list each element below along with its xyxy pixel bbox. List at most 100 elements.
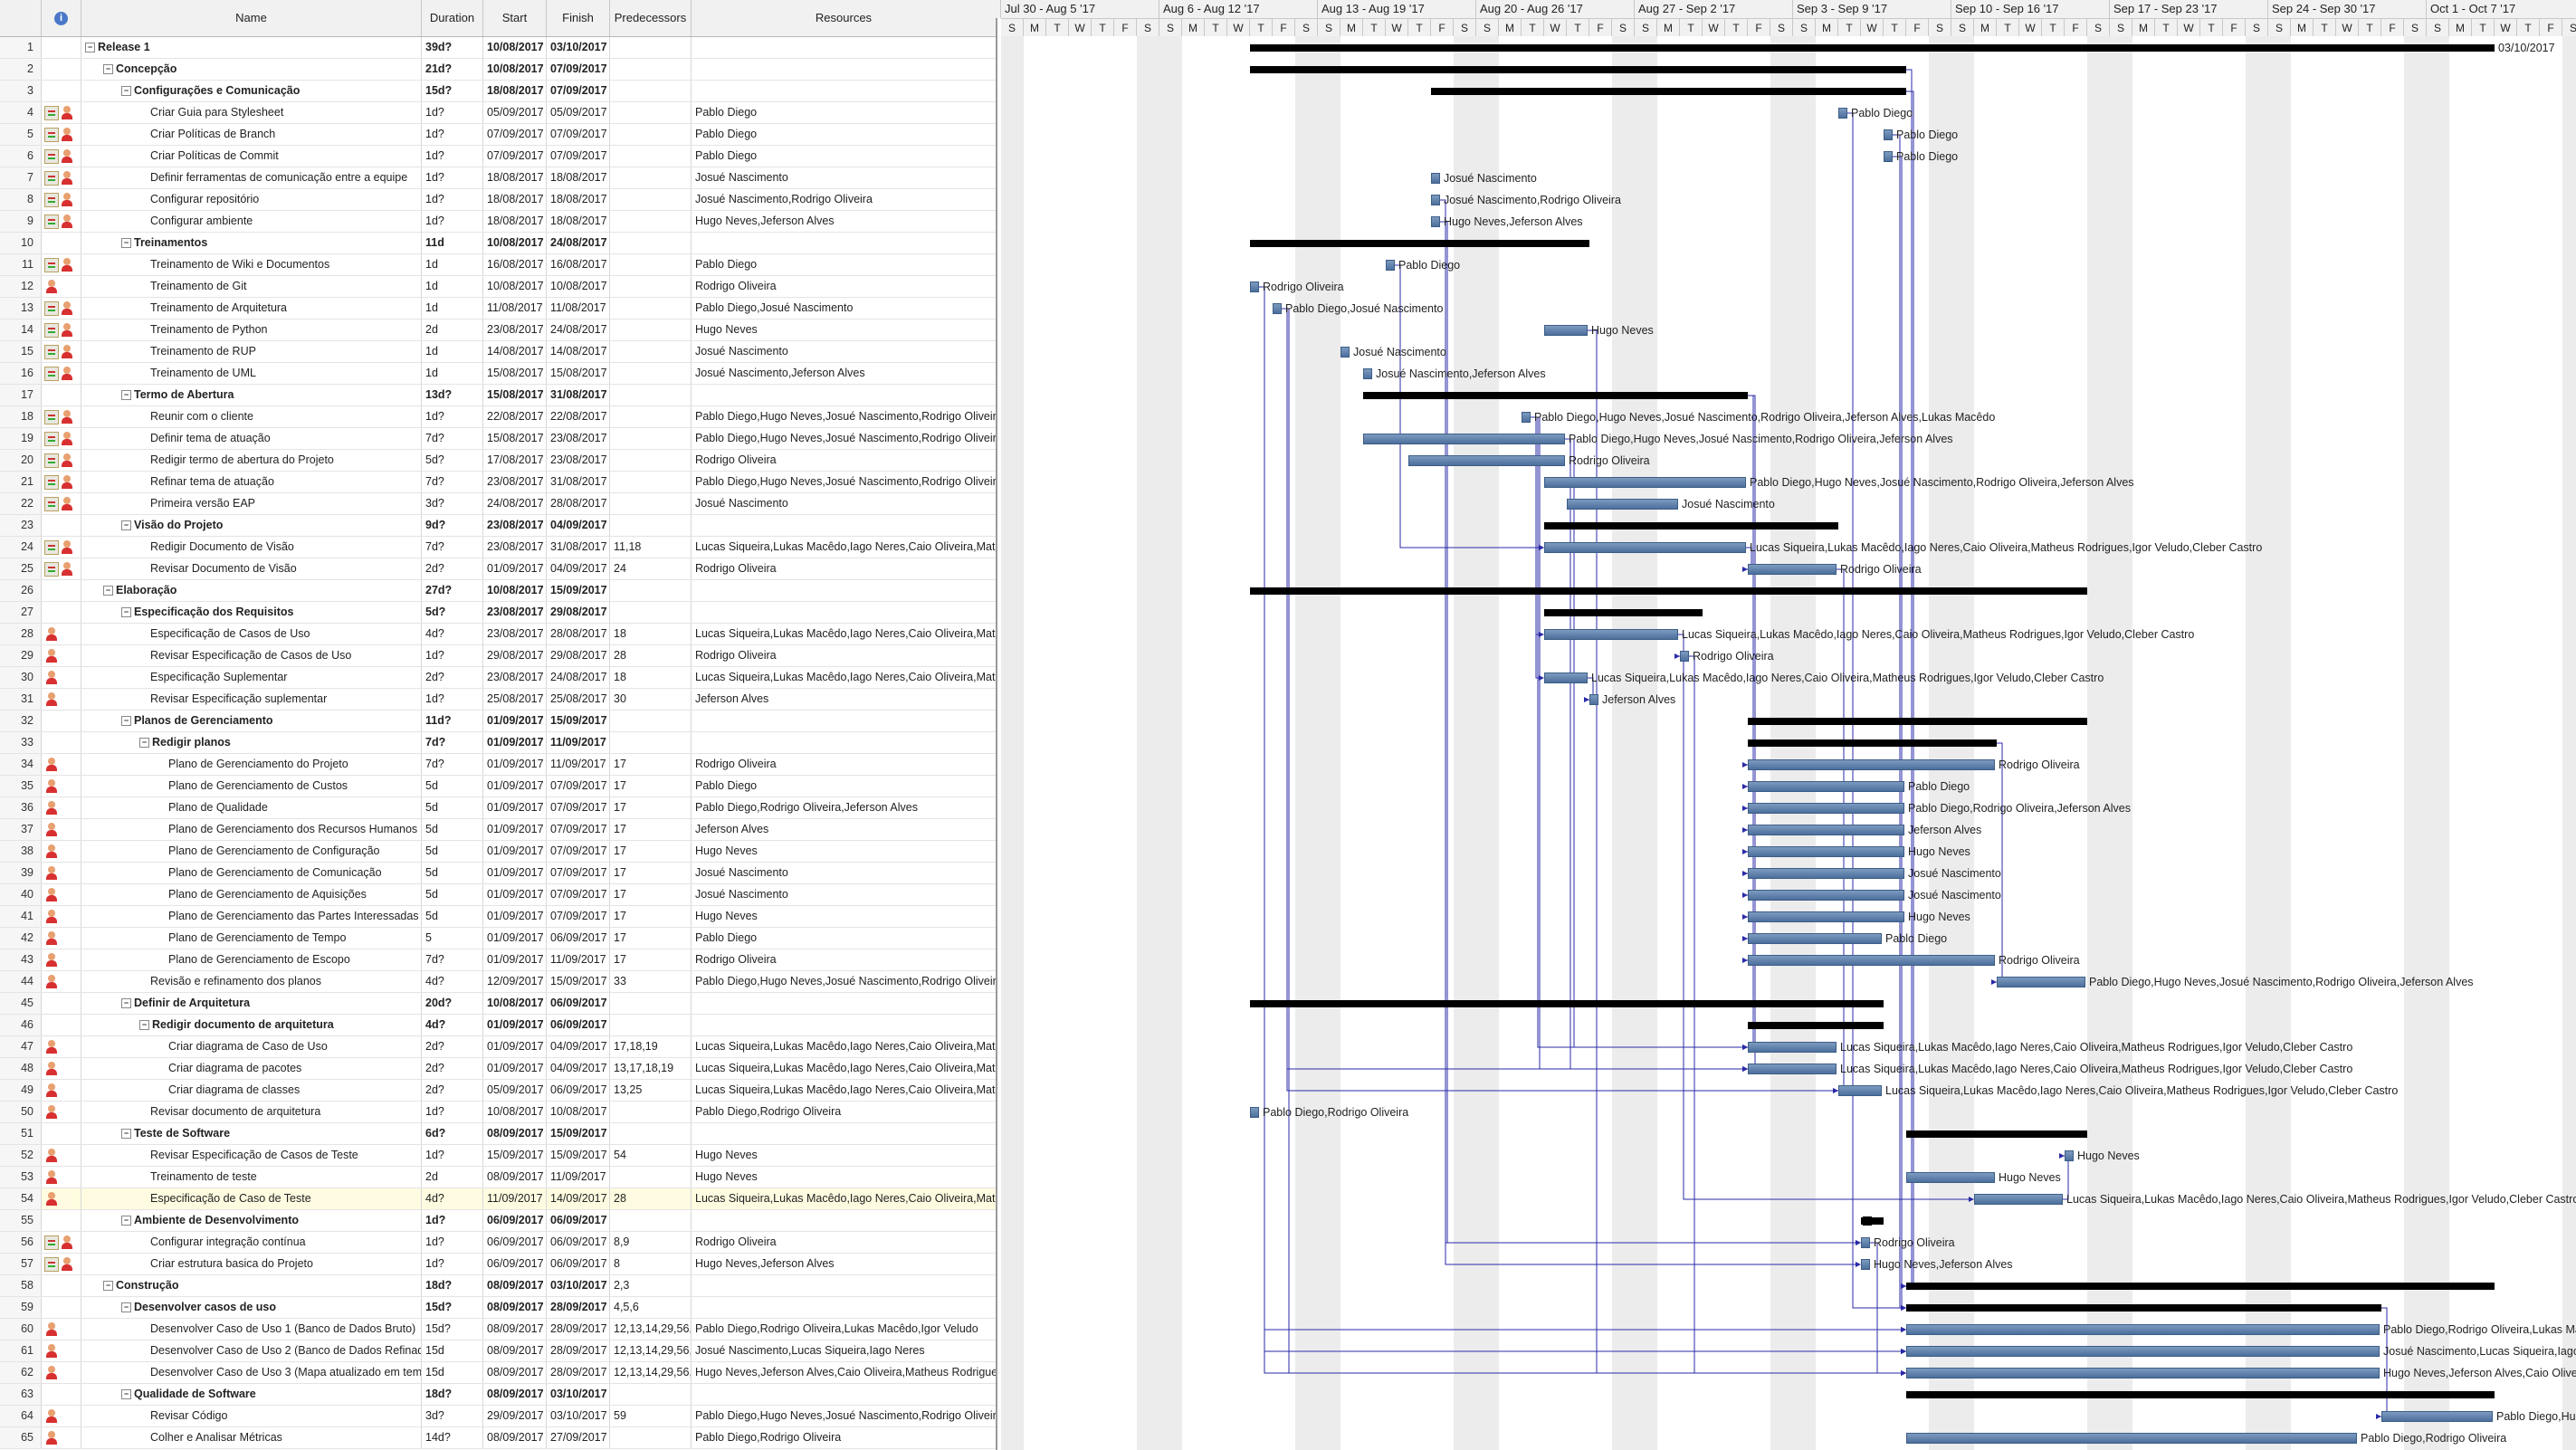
predecessors-cell[interactable] xyxy=(610,450,692,471)
task-name-cell[interactable]: Reunir com o cliente xyxy=(81,406,422,427)
task-bar[interactable] xyxy=(1522,412,1531,423)
duration-cell[interactable]: 2d? xyxy=(422,558,483,579)
task-row[interactable]: 12 Treinamento de Git 1d 10/08/2017 10/08/20… xyxy=(0,276,996,298)
resource-overallocated-icon[interactable] xyxy=(60,496,74,511)
summary-bar[interactable] xyxy=(1861,1217,1884,1225)
predecessors-cell[interactable]: 17 xyxy=(610,949,692,970)
start-cell[interactable]: 01/09/2017 xyxy=(483,841,547,862)
finish-cell[interactable]: 07/09/2017 xyxy=(547,81,610,101)
task-row[interactable]: 52 Revisar Especificação de Casos de Test… xyxy=(0,1145,996,1167)
finish-cell[interactable]: 18/08/2017 xyxy=(547,189,610,210)
indicators-cell[interactable] xyxy=(42,1210,81,1231)
note-icon[interactable] xyxy=(44,300,59,316)
resource-overallocated-icon[interactable] xyxy=(44,822,59,837)
indicators-cell[interactable] xyxy=(42,863,81,883)
predecessors-cell[interactable] xyxy=(610,254,692,275)
resource-overallocated-icon[interactable] xyxy=(60,474,74,490)
predecessors-cell[interactable] xyxy=(610,1210,692,1231)
task-row[interactable]: 31 Revisar Especificação suplementar 1d? 25… xyxy=(0,689,996,711)
task-bar[interactable] xyxy=(1250,281,1259,292)
task-row[interactable]: 20 Redigir termo de abertura do Projeto 5d… xyxy=(0,450,996,472)
resource-overallocated-icon[interactable] xyxy=(44,1343,59,1359)
resources-cell[interactable]: Josué Nascimento xyxy=(695,888,788,901)
duration-cell[interactable]: 2d? xyxy=(422,1058,483,1079)
summary-bar[interactable] xyxy=(1250,240,1589,247)
duration-cell[interactable]: 27d? xyxy=(422,580,483,601)
duration-cell[interactable]: 1d? xyxy=(422,689,483,710)
task-name-cell[interactable]: − Concepção xyxy=(81,59,422,80)
note-icon[interactable] xyxy=(44,148,59,164)
resources-cell[interactable]: Josué Nascimento xyxy=(695,171,788,184)
row-number[interactable]: 22 xyxy=(0,493,42,514)
finish-cell[interactable]: 07/09/2017 xyxy=(547,819,610,840)
task-name-cell[interactable]: Treinamento de Wiki e Documentos xyxy=(81,254,422,275)
task-name-cell[interactable]: Desenvolver Caso de Uso 3 (Mapa atualiza… xyxy=(81,1362,422,1383)
task-bar[interactable] xyxy=(1431,173,1440,184)
note-icon[interactable] xyxy=(44,214,59,229)
resources-cell[interactable] xyxy=(692,233,996,253)
task-name-cell[interactable]: Revisar Documento de Visão xyxy=(81,558,422,579)
resources-cell[interactable]: Lucas Siqueira,Lukas Macêdo,Iago Neres,C… xyxy=(695,1192,996,1205)
task-name-cell[interactable]: Plano de Gerenciamento de Escopo xyxy=(81,949,422,970)
task-row[interactable]: 32− Planos de Gerenciamento 11d? 01/09/2017… xyxy=(0,711,996,732)
task-name-cell[interactable]: − Construção xyxy=(81,1275,422,1296)
resources-cell[interactable] xyxy=(692,1275,996,1296)
duration-cell[interactable]: 11d xyxy=(422,233,483,253)
resources-cell[interactable]: Pablo Diego xyxy=(695,779,758,792)
task-name-cell[interactable]: Plano de Gerenciamento de Comunicação xyxy=(81,863,422,883)
note-icon[interactable] xyxy=(44,322,59,338)
task-name-cell[interactable]: Treinamento de teste xyxy=(81,1167,422,1188)
task-bar[interactable] xyxy=(1906,1172,1995,1183)
resource-overallocated-icon[interactable] xyxy=(44,626,59,642)
resource-overallocated-icon[interactable] xyxy=(60,539,74,555)
predecessors-cell[interactable] xyxy=(610,37,692,58)
resource-overallocated-icon[interactable] xyxy=(44,930,59,946)
task-bar[interactable] xyxy=(1884,151,1893,162)
note-icon[interactable] xyxy=(44,539,59,555)
predecessors-cell[interactable]: 33 xyxy=(610,971,692,992)
predecessors-cell[interactable]: 2,3 xyxy=(610,1275,692,1296)
row-number[interactable]: 38 xyxy=(0,841,42,862)
finish-cell[interactable]: 11/09/2017 xyxy=(547,949,610,970)
note-icon[interactable] xyxy=(44,257,59,272)
resource-overallocated-icon[interactable] xyxy=(44,1365,59,1380)
start-cell[interactable]: 05/09/2017 xyxy=(483,1080,547,1101)
indicators-cell[interactable] xyxy=(42,884,81,905)
row-number[interactable]: 63 xyxy=(0,1384,42,1405)
indicators-cell[interactable] xyxy=(42,450,81,471)
finish-cell[interactable]: 04/09/2017 xyxy=(547,515,610,536)
note-icon[interactable] xyxy=(44,409,59,425)
task-name-cell[interactable]: Plano de Gerenciamento de Custos xyxy=(81,776,422,797)
predecessors-cell[interactable] xyxy=(610,298,692,319)
start-cell[interactable]: 08/09/2017 xyxy=(483,1427,547,1448)
resources-cell[interactable] xyxy=(692,385,996,405)
indicators-cell[interactable] xyxy=(42,37,81,58)
duration-cell[interactable]: 7d? xyxy=(422,537,483,558)
predecessors-cell[interactable]: 12,13,14,29,56, xyxy=(610,1362,692,1383)
duration-cell[interactable]: 15d? xyxy=(422,1319,483,1340)
note-icon[interactable] xyxy=(44,496,59,511)
task-bar[interactable] xyxy=(1748,1042,1837,1053)
row-number[interactable]: 62 xyxy=(0,1362,42,1383)
task-row[interactable]: 29 Revisar Especificação de Casos de Uso 1… xyxy=(0,645,996,667)
duration-cell[interactable]: 5d xyxy=(422,819,483,840)
resource-overallocated-icon[interactable] xyxy=(44,887,59,902)
finish-cell[interactable]: 05/09/2017 xyxy=(547,102,610,123)
task-name-cell[interactable]: Revisar documento de arquitetura xyxy=(81,1102,422,1122)
resource-overallocated-icon[interactable] xyxy=(60,366,74,381)
resources-cell[interactable] xyxy=(692,515,996,536)
duration-cell[interactable]: 18d? xyxy=(422,1275,483,1296)
row-number[interactable]: 46 xyxy=(0,1015,42,1035)
resources-cell[interactable]: Lucas Siqueira,Lukas Macêdo,Iago Neres,C… xyxy=(695,671,996,683)
task-name-cell[interactable]: Primeira versão EAP xyxy=(81,493,422,514)
row-number[interactable]: 60 xyxy=(0,1319,42,1340)
duration-cell[interactable]: 2d xyxy=(422,1167,483,1188)
resource-overallocated-icon[interactable] xyxy=(60,192,74,207)
task-name-cell[interactable]: Desenvolver Caso de Uso 1 (Banco de Dado… xyxy=(81,1319,422,1340)
row-number[interactable]: 30 xyxy=(0,667,42,688)
duration-cell[interactable]: 4d? xyxy=(422,971,483,992)
task-row[interactable]: 2− Concepção 21d? 10/08/2017 07/09/2017 xyxy=(0,59,996,81)
finish-cell[interactable]: 27/09/2017 xyxy=(547,1427,610,1448)
resource-overallocated-icon[interactable] xyxy=(44,1169,59,1185)
task-bar[interactable] xyxy=(1974,1194,2063,1205)
